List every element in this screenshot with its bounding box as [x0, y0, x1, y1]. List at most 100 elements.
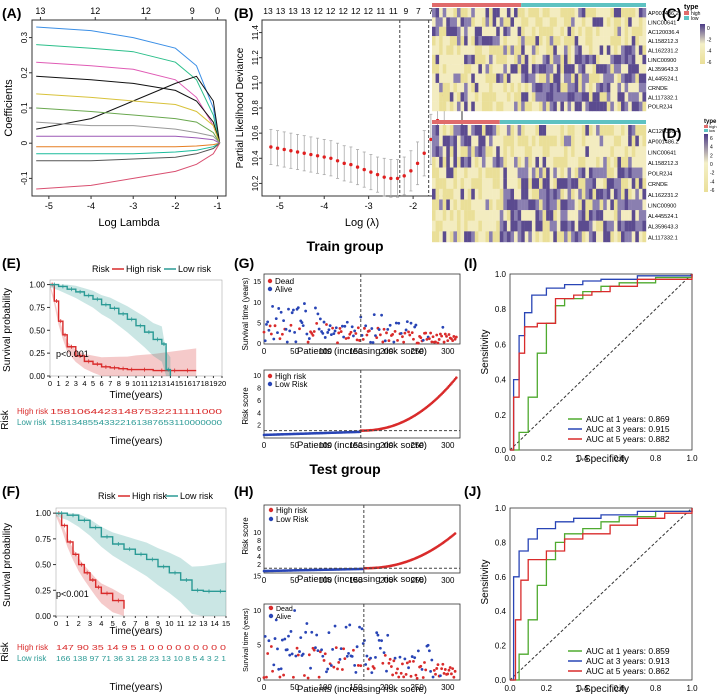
panel-d-cell — [442, 156, 447, 168]
panel-g-surv-point — [332, 332, 336, 336]
panel-c-cell — [435, 36, 440, 46]
panel-d-cell — [638, 231, 643, 243]
panel-g-surv-point — [364, 324, 368, 328]
panel-e-xlabel: Time(years) — [110, 390, 163, 401]
panel-d-cell — [528, 125, 533, 136]
panel-c-cell — [453, 64, 458, 74]
panel-c-cell — [613, 17, 618, 27]
panel-g-surv-point — [453, 337, 457, 341]
panel-c-cell — [638, 64, 643, 74]
panel-label-b: (B) — [234, 5, 253, 21]
panel-d-cell — [578, 188, 582, 200]
panel-d-cell — [446, 210, 451, 221]
panel-f-ytick-label: 0.75 — [35, 535, 51, 544]
panel-c-cell — [531, 26, 536, 37]
panel-d-cell — [571, 135, 575, 147]
panel-d-cell — [478, 220, 483, 232]
panel-d-cell — [578, 199, 582, 211]
panel-f-legend-low: Low risk — [180, 491, 214, 501]
panel-h-surv-xtick-label: 250 — [410, 683, 424, 692]
panel-h-surv-ytick-label: 0 — [257, 677, 261, 684]
panel-d-cell — [635, 210, 640, 221]
panel-h-surv-point — [404, 672, 408, 676]
panel-a-top-tick-label: 12 — [141, 6, 151, 16]
panel-c-cell — [585, 64, 590, 74]
panel-c-cell — [642, 45, 647, 56]
panel-j-roc-line — [510, 508, 693, 681]
panel-f-xtick-label: 3 — [88, 619, 92, 628]
panel-c-cell — [563, 82, 568, 93]
panel-d-cell — [464, 210, 468, 221]
panel-g-surv-point — [397, 321, 401, 325]
panel-i-xtick-label: 0.8 — [650, 454, 662, 463]
panel-c-cell — [567, 36, 572, 46]
panel-c-cell — [514, 73, 518, 84]
panel-g-surv-ytick-label: 5 — [257, 320, 261, 327]
panel-g-surv-point — [407, 330, 410, 334]
panel-g-surv-point — [293, 330, 297, 334]
panel-d-cell — [574, 125, 579, 136]
panel-d-cell — [546, 146, 550, 158]
panel-c-cell — [592, 64, 597, 74]
panel-d-cell — [510, 135, 515, 147]
panel-d-gene-label: AL158212.3 — [648, 161, 678, 167]
panel-c-cell — [624, 92, 629, 102]
panel-d-cell — [439, 210, 443, 221]
panel-d-gene-label: AL162231.2 — [648, 193, 678, 199]
panel-c-cell — [635, 45, 640, 56]
panel-d-cell — [517, 156, 522, 168]
panel-d-cell — [585, 188, 590, 200]
panel-d-cell — [464, 178, 468, 190]
panel-c-cell — [439, 92, 443, 102]
panel-g-surv-point — [278, 337, 282, 341]
panel-h-surv-point — [315, 633, 319, 637]
panel-d-cell — [528, 199, 533, 211]
panel-c-cell — [432, 17, 436, 27]
panel-c-cell — [442, 45, 447, 56]
panel-d-cell — [464, 125, 468, 136]
panel-c-cell — [456, 101, 461, 112]
panel-d-cell — [492, 220, 497, 232]
panel-i-xtick-label: 0.2 — [541, 454, 553, 463]
panel-d-cell — [642, 231, 647, 243]
panel-d-cell — [628, 146, 632, 158]
panel-h-surv-point — [412, 659, 415, 663]
panel-c-cell — [596, 17, 600, 27]
panel-c-cell — [535, 17, 540, 27]
panel-d-cell — [467, 167, 472, 179]
panel-d-cell — [442, 231, 447, 243]
panel-h-surv-point — [440, 667, 444, 671]
panel-d-cell — [578, 210, 582, 221]
panel-d-cell — [546, 199, 550, 211]
panel-e-km-line — [50, 283, 197, 372]
panel-d-cell — [496, 146, 500, 158]
panel-h-surv-point — [343, 657, 347, 661]
panel-d-cell — [481, 231, 486, 243]
panel-f-xtick-label: 6 — [122, 619, 126, 628]
panel-g-surv-point — [334, 326, 338, 330]
panel-d-cell — [571, 125, 575, 136]
panel-c-cell — [567, 26, 572, 37]
panel-c-cell — [460, 101, 465, 112]
panel-f-ci-band — [56, 513, 226, 616]
panel-d-cell — [617, 188, 622, 200]
panel-c-cell — [510, 17, 515, 27]
panel-g-surv-point — [347, 336, 350, 340]
panel-c-cell — [560, 45, 565, 56]
panel-b-point — [322, 155, 326, 159]
panel-d-cell — [642, 210, 647, 221]
panel-h-surv-point — [416, 649, 420, 653]
panel-c-cell — [571, 26, 575, 37]
panel-d-cell — [617, 156, 622, 168]
panel-d-cell — [549, 146, 554, 158]
panel-c-cell — [631, 82, 636, 93]
panel-h-surv-point — [262, 676, 266, 679]
panel-d-cell — [531, 167, 536, 179]
panel-c-cell — [510, 8, 515, 18]
panel-c-cell — [471, 82, 475, 93]
panel-c-cell — [553, 45, 558, 56]
panel-c-cell — [531, 8, 536, 18]
panel-h-risk-xtick-label: 250 — [410, 576, 424, 585]
panel-d-cell — [499, 156, 504, 168]
